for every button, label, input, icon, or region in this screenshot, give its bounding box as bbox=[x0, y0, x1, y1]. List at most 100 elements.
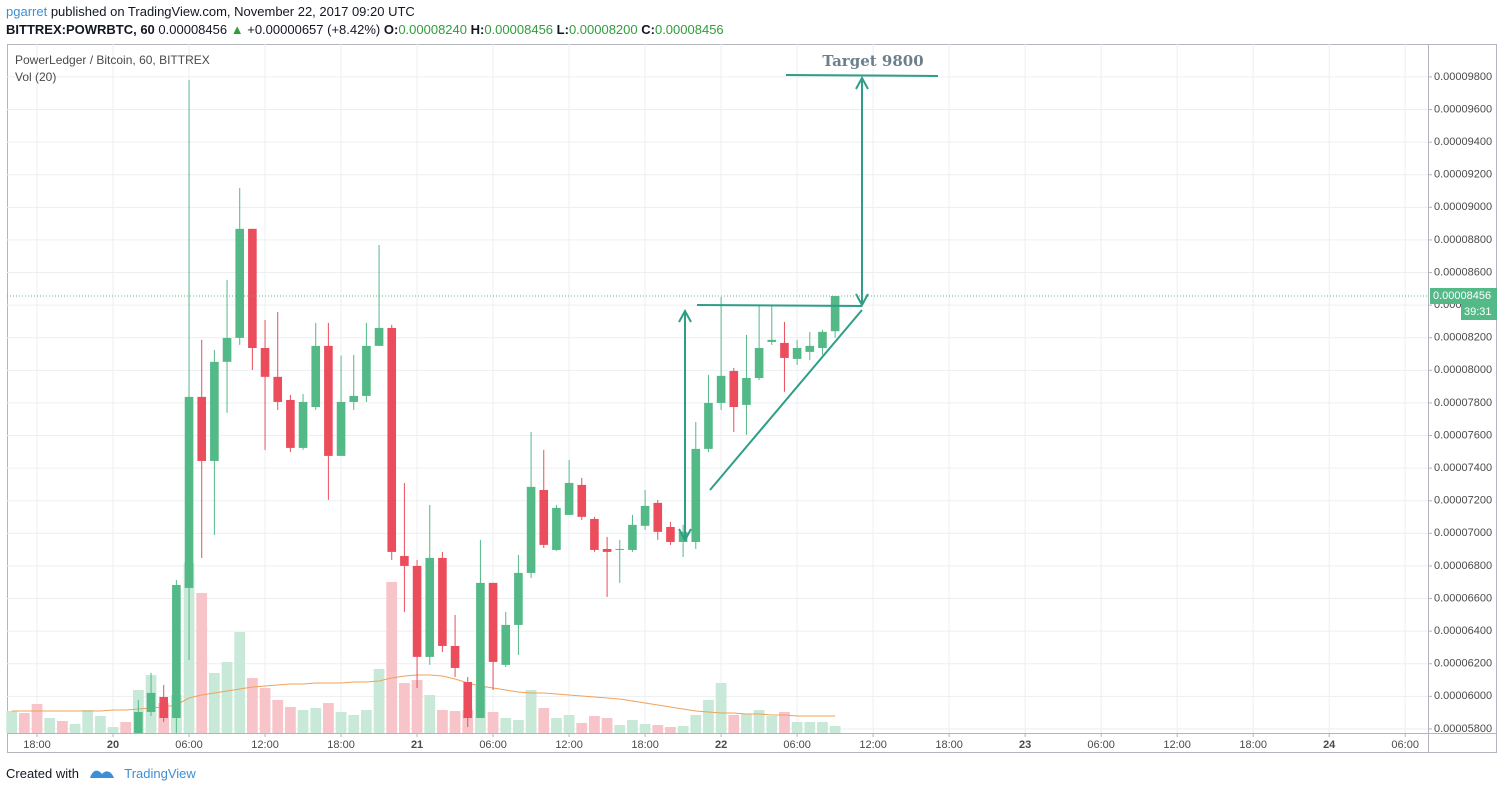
candle-body bbox=[273, 376, 283, 402]
candle-body bbox=[666, 526, 675, 542]
y-tick-label: 0.00008200 bbox=[1434, 332, 1492, 344]
candle-body bbox=[336, 401, 346, 456]
candle-body bbox=[298, 401, 308, 448]
l-label: L: bbox=[556, 22, 569, 37]
volume-bar bbox=[741, 714, 752, 733]
y-tick-label: 0.00006200 bbox=[1434, 658, 1492, 670]
candle-body bbox=[590, 518, 599, 550]
x-tick-label: 23 bbox=[1019, 739, 1031, 751]
candle-body bbox=[260, 347, 270, 377]
x-tick-label: 18:00 bbox=[1239, 739, 1267, 751]
volume-bar bbox=[335, 712, 347, 733]
candle-body bbox=[830, 295, 840, 332]
x-tick-label: 21 bbox=[411, 739, 423, 751]
volume-bar bbox=[753, 710, 765, 733]
candle-body bbox=[235, 228, 245, 338]
volume-bar bbox=[208, 673, 220, 733]
y-tick-label: 0.00007800 bbox=[1434, 397, 1492, 409]
volume-bar bbox=[196, 593, 208, 733]
volume-bar bbox=[221, 662, 233, 733]
volume-bar bbox=[386, 582, 398, 733]
volume-bar bbox=[361, 710, 372, 733]
x-tick-label: 12:00 bbox=[555, 739, 583, 751]
volume-bar bbox=[563, 715, 575, 733]
countdown: 39:31 bbox=[1464, 306, 1492, 318]
candle-body bbox=[412, 565, 422, 657]
published: published on TradingView.com, November 2… bbox=[50, 4, 415, 19]
volume-legend: Vol (20) bbox=[15, 70, 56, 84]
candle-body bbox=[704, 402, 713, 449]
c-label: C: bbox=[641, 22, 655, 37]
volume-bar bbox=[779, 712, 790, 733]
volume-bar bbox=[715, 683, 727, 733]
candle-body bbox=[248, 228, 257, 348]
volume-bar bbox=[82, 710, 94, 733]
volume-bar bbox=[589, 716, 600, 733]
x-tick-label: 18:00 bbox=[23, 739, 51, 751]
change: +0.00000657 (+8.42%) bbox=[247, 22, 381, 37]
candle-body bbox=[159, 696, 169, 719]
last-price-box bbox=[1430, 287, 1497, 304]
candle-body bbox=[526, 486, 536, 573]
volume bbox=[6, 563, 841, 733]
candle-body bbox=[577, 484, 587, 517]
candle-body bbox=[640, 505, 650, 526]
volume-bar bbox=[234, 632, 246, 733]
volume-bar bbox=[627, 720, 638, 733]
candle-body bbox=[222, 337, 232, 362]
l: 0.00008200 bbox=[568, 22, 638, 37]
y-tick-label: 0.00007000 bbox=[1434, 527, 1492, 539]
volume-bar bbox=[728, 715, 740, 733]
candle-body bbox=[146, 692, 156, 712]
h-label: H: bbox=[470, 22, 485, 37]
y-tick-label: 0.00008800 bbox=[1434, 234, 1492, 246]
candle-body bbox=[450, 645, 460, 668]
last-price-label: 0.00008456 bbox=[1433, 290, 1491, 302]
candle-body bbox=[501, 624, 511, 665]
volume-bar bbox=[487, 712, 499, 733]
legend: PowerLedger / Bitcoin, 60, BITTREX bbox=[15, 53, 210, 67]
volume-bar bbox=[437, 710, 448, 733]
volume-bar bbox=[614, 725, 626, 733]
candle-body bbox=[539, 489, 549, 545]
candle-body bbox=[514, 572, 523, 625]
volume-bar bbox=[513, 720, 524, 733]
y-tick-label: 0.00005800 bbox=[1434, 723, 1492, 735]
last: 0.00008456 bbox=[158, 22, 228, 37]
candle-body bbox=[488, 582, 498, 662]
y-tick-label: 0.00009000 bbox=[1434, 201, 1492, 213]
candle-body bbox=[691, 448, 701, 542]
header: pgarret published on TradingView.com, No… bbox=[6, 3, 724, 39]
y-tick-label: 0.00006400 bbox=[1434, 625, 1492, 637]
x-tick-label: 12:00 bbox=[859, 739, 887, 751]
author[interactable]: pgarret bbox=[6, 4, 48, 19]
volume-bar bbox=[285, 707, 296, 733]
volume-bar bbox=[652, 725, 664, 733]
y-tick-label: 0.00009800 bbox=[1434, 71, 1492, 83]
candle-body bbox=[324, 345, 333, 456]
y-tick-label: 0.00008600 bbox=[1434, 266, 1492, 278]
symbol: BITTREX:POWRBTC, 60 bbox=[6, 22, 155, 37]
support-line bbox=[709, 309, 863, 491]
volume-bar bbox=[703, 700, 714, 733]
brand[interactable]: TradingView bbox=[124, 766, 196, 781]
x-tick-label: 06:00 bbox=[783, 739, 811, 751]
candle-body bbox=[564, 482, 574, 515]
volume-bar bbox=[399, 683, 410, 733]
candle-body bbox=[400, 555, 409, 566]
candle-body bbox=[172, 584, 181, 719]
volume-bar bbox=[107, 727, 119, 733]
x-tick-label: 12:00 bbox=[251, 739, 279, 751]
volume-bar bbox=[94, 716, 106, 733]
volume-bar bbox=[18, 713, 30, 733]
volume-bar bbox=[348, 715, 360, 733]
candle-body bbox=[210, 361, 219, 461]
c: 0.00008456 bbox=[654, 22, 724, 37]
arrow-head bbox=[855, 75, 869, 90]
volume-bar bbox=[44, 718, 56, 733]
arrow-head bbox=[678, 308, 692, 323]
volume-bar bbox=[804, 722, 816, 733]
candle-body bbox=[197, 396, 207, 461]
candle-body bbox=[805, 345, 815, 352]
candle-body bbox=[716, 375, 726, 403]
